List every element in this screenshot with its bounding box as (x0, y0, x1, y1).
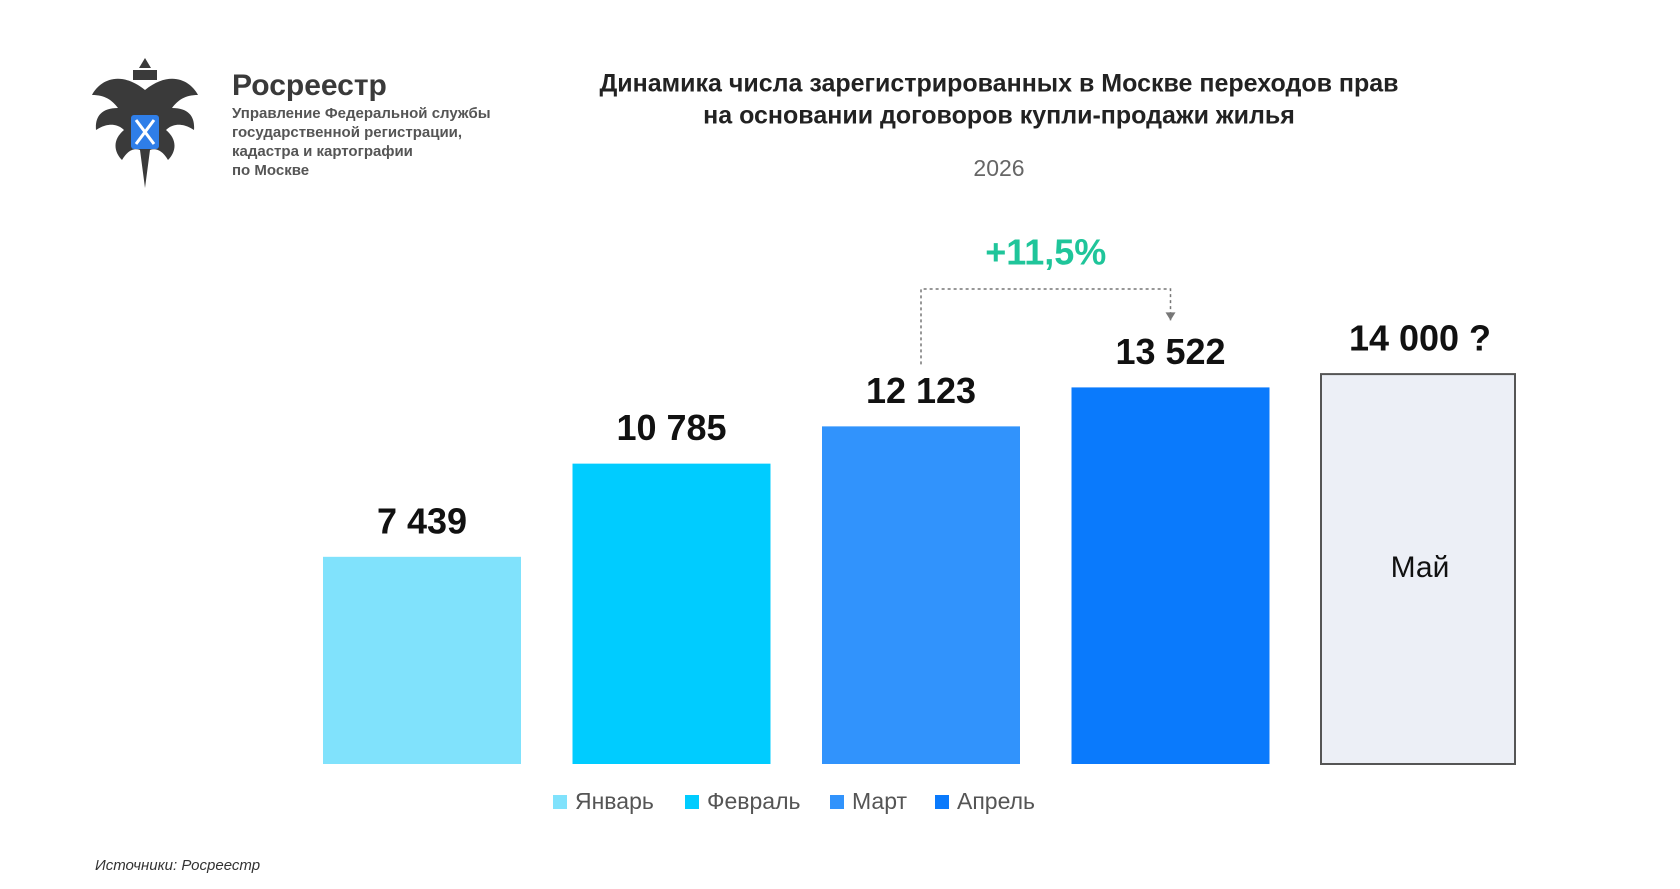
value-label: 12 123 (866, 370, 976, 411)
org-line: по Москве (232, 162, 309, 179)
legend-label: Январь (575, 788, 654, 814)
legend-label: Март (852, 788, 907, 814)
source: Источники: Росреестр (95, 857, 260, 874)
bar (572, 463, 771, 764)
org-line: кадастра и картографии (232, 143, 413, 160)
bar (323, 556, 521, 764)
legend-swatch (935, 795, 949, 809)
value-label: 10 785 (616, 407, 726, 448)
value-label: 14 000 ? (1349, 318, 1491, 359)
bar (1071, 387, 1270, 764)
legend-label: Апрель (957, 788, 1035, 814)
legend-swatch (553, 795, 567, 809)
bar (1320, 373, 1516, 765)
org-line: Управление Федеральной службы (232, 105, 491, 122)
value-label: 13 522 (1115, 331, 1225, 372)
bar (822, 426, 1020, 764)
chart-title: Динамика числа зарегистрированных в Моск… (599, 70, 1398, 98)
bar-label: Май (1391, 551, 1450, 584)
arrow-head (1165, 312, 1176, 321)
legend-label: Февраль (707, 788, 800, 814)
chart-subtitle: 2026 (973, 155, 1024, 181)
legend-swatch (830, 795, 844, 809)
value-label: 7 439 (377, 500, 467, 541)
chart-title: на основании договоров купли-продажи жил… (703, 102, 1295, 130)
legend-swatch (685, 795, 699, 809)
org-name: Росреестр (232, 69, 387, 102)
annotation-arrow (920, 288, 1172, 365)
emblem (92, 58, 198, 188)
org-line: государственной регистрации, (232, 124, 462, 141)
annotation: +11,5% (985, 232, 1106, 273)
